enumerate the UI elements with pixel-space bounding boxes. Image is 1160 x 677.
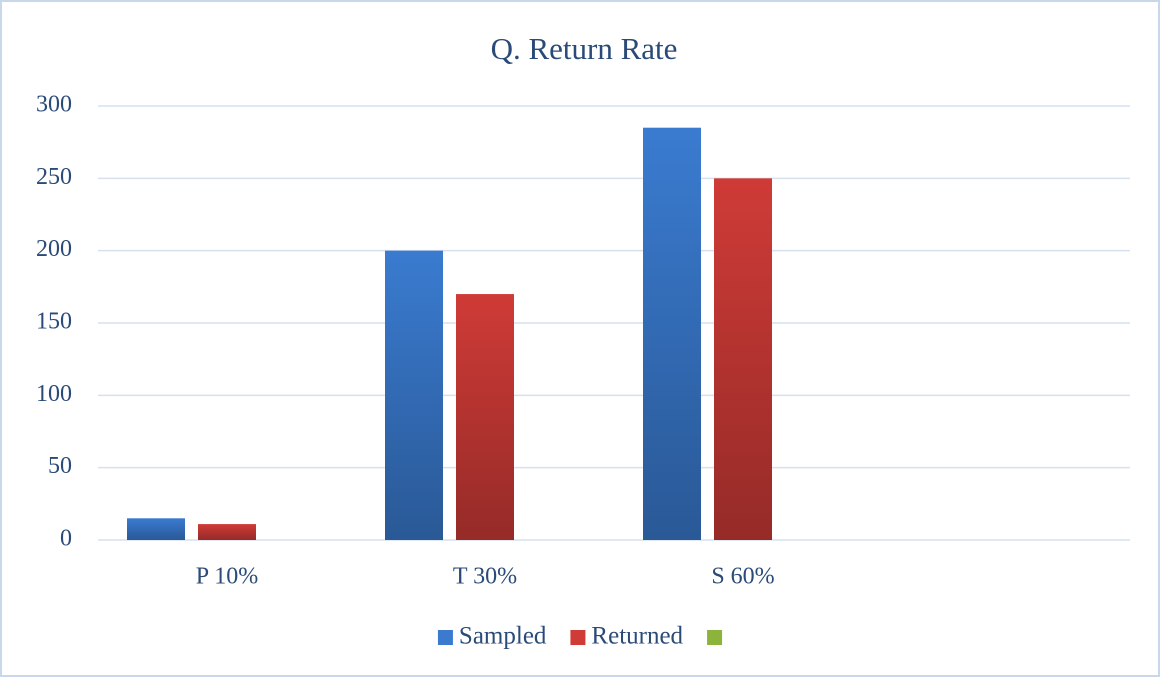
legend-swatch (570, 630, 586, 645)
y-tick-label: 250 (36, 164, 72, 190)
y-tick-label: 300 (36, 92, 72, 118)
y-tick-label: 100 (36, 381, 72, 407)
legend-label: Returned (591, 623, 683, 650)
bar-shade (714, 178, 772, 541)
chart-title: Q. Return Rate (491, 31, 678, 66)
bar-shade (127, 518, 185, 540)
bar-shade (198, 524, 256, 540)
bar-shade (385, 250, 443, 540)
legend-swatch (437, 630, 453, 645)
x-tick-label: P 10% (196, 564, 258, 590)
x-tick-label: T 30% (453, 564, 517, 590)
legend-swatch (707, 630, 723, 645)
x-tick-label: S 60% (711, 564, 774, 590)
y-tick-label: 150 (36, 309, 72, 335)
bar-shade (456, 294, 514, 540)
bar-shade (643, 127, 701, 540)
y-tick-label: 200 (36, 236, 72, 262)
legend-label: Sampled (459, 623, 547, 650)
y-tick-label: 0 (60, 526, 72, 552)
y-tick-label: 50 (48, 453, 72, 479)
